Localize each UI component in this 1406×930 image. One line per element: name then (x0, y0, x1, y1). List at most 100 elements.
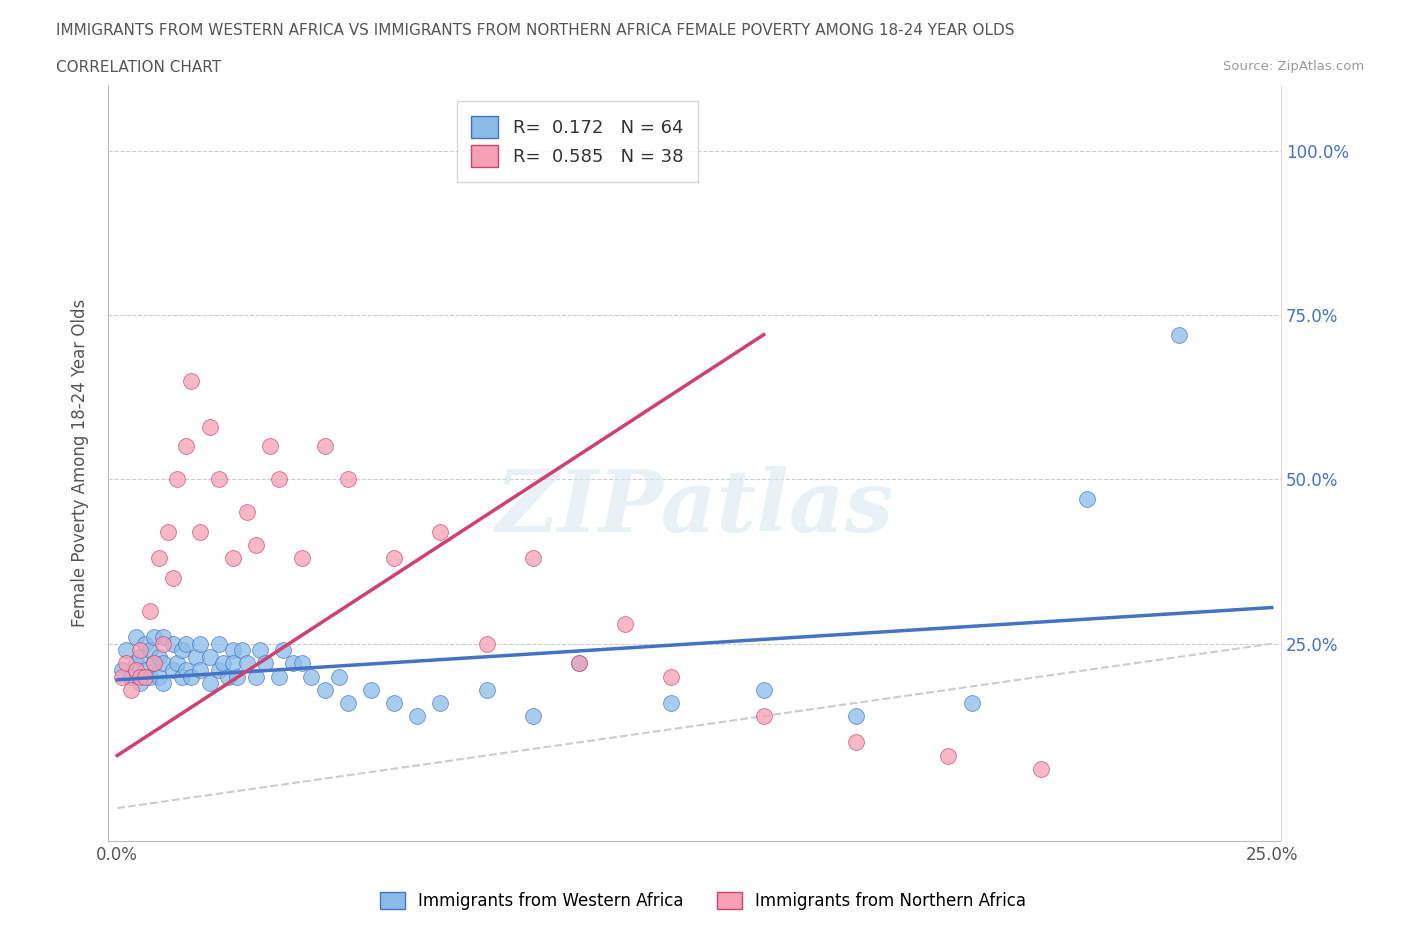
Point (115, 656, 138, 671)
Point (138, 670, 160, 684)
Point (960, 696, 983, 711)
Point (752, 709, 775, 724)
Point (661, 696, 683, 711)
Point (152, 676, 174, 691)
Point (134, 670, 156, 684)
Point (208, 636, 231, 651)
Point (217, 670, 239, 684)
Point (568, 656, 591, 671)
Point (198, 676, 221, 691)
Point (134, 662, 156, 677)
Point (157, 525, 180, 539)
Point (475, 683, 498, 698)
Point (143, 630, 166, 644)
Point (138, 604, 160, 618)
Point (267, 472, 290, 486)
Legend: Immigrants from Western Africa, Immigrants from Northern Africa: Immigrants from Western Africa, Immigran… (373, 885, 1033, 917)
Y-axis label: Female Poverty Among 18-24 Year Olds: Female Poverty Among 18-24 Year Olds (72, 299, 89, 627)
Point (143, 656, 166, 671)
Legend: R=  0.172   N = 64, R=  0.585   N = 38: R= 0.172 N = 64, R= 0.585 N = 38 (457, 101, 697, 181)
Point (221, 551, 243, 565)
Point (429, 525, 451, 539)
Point (249, 643, 271, 658)
Text: ZIPatlas: ZIPatlas (495, 467, 894, 550)
Point (235, 656, 257, 671)
Point (382, 551, 405, 565)
Point (125, 662, 148, 677)
Point (245, 538, 267, 552)
Point (938, 748, 960, 763)
Point (267, 670, 290, 684)
Text: IMMIGRANTS FROM WESTERN AFRICA VS IMMIGRANTS FROM NORTHERN AFRICA FEMALE POVERTY: IMMIGRANTS FROM WESTERN AFRICA VS IMMIGR… (56, 23, 1015, 38)
Point (176, 662, 198, 677)
Point (281, 656, 304, 671)
Point (337, 472, 360, 486)
Point (152, 636, 174, 651)
Point (188, 636, 211, 651)
Point (661, 670, 683, 684)
Point (614, 617, 637, 631)
Text: CORRELATION CHART: CORRELATION CHART (56, 60, 221, 75)
Point (180, 670, 202, 684)
Point (259, 439, 281, 454)
Point (475, 636, 498, 651)
Point (406, 709, 429, 724)
Point (152, 630, 174, 644)
Point (162, 662, 184, 677)
Point (188, 525, 211, 539)
Point (522, 551, 544, 565)
Point (170, 643, 193, 658)
Point (180, 373, 202, 388)
Point (184, 649, 207, 664)
Point (1029, 762, 1052, 777)
Point (568, 656, 591, 671)
Point (162, 636, 184, 651)
Point (166, 656, 188, 671)
Point (226, 670, 249, 684)
Point (291, 656, 314, 671)
Point (1168, 327, 1191, 342)
Point (253, 656, 276, 671)
Point (208, 662, 231, 677)
Point (1076, 492, 1098, 507)
Point (129, 670, 152, 684)
Point (299, 670, 322, 684)
Point (212, 656, 235, 671)
Point (125, 630, 148, 644)
Point (134, 636, 156, 651)
Point (273, 643, 295, 658)
Point (221, 643, 243, 658)
Point (522, 709, 544, 724)
Point (120, 670, 142, 684)
Point (148, 649, 170, 664)
Point (143, 656, 166, 671)
Point (138, 643, 160, 658)
Point (328, 670, 350, 684)
Point (291, 551, 314, 565)
Point (337, 696, 360, 711)
Point (382, 696, 405, 711)
Point (221, 656, 243, 671)
Point (314, 439, 336, 454)
Point (245, 670, 267, 684)
Point (188, 662, 211, 677)
Point (235, 505, 257, 520)
Point (162, 570, 184, 585)
Point (845, 735, 868, 750)
Point (129, 649, 152, 664)
Point (198, 419, 221, 434)
Point (176, 439, 198, 454)
Point (752, 683, 775, 698)
Point (429, 696, 451, 711)
Point (360, 683, 382, 698)
Point (314, 683, 336, 698)
Point (208, 472, 231, 486)
Point (166, 472, 188, 486)
Point (120, 683, 142, 698)
Point (129, 643, 152, 658)
Point (176, 636, 198, 651)
Point (152, 656, 174, 671)
Point (170, 670, 193, 684)
Text: Source: ZipAtlas.com: Source: ZipAtlas.com (1223, 60, 1364, 73)
Point (115, 643, 138, 658)
